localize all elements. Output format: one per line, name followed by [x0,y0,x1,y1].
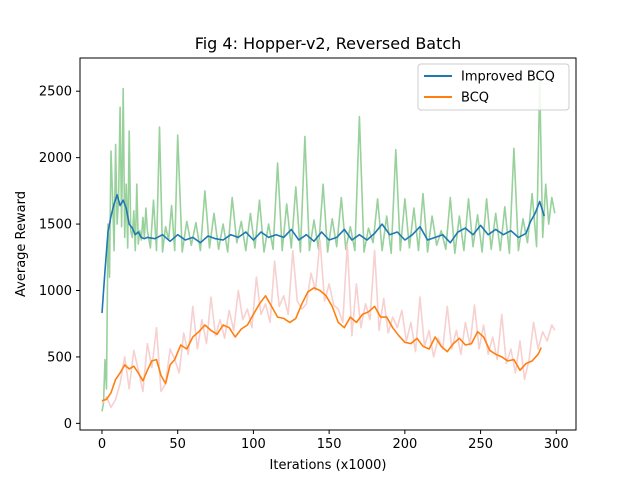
y-tick-label: 1000 [39,284,72,299]
y-axis-ticks: 0 500 1000 1500 2000 2500 [39,85,80,432]
legend-label-improved-bcq: Improved BCQ [461,70,555,85]
plot-frame [79,57,577,431]
chart-title: Fig 4: Hopper-v2, Reversed Batch [195,34,462,53]
y-tick-label: 2000 [39,151,72,166]
legend-box [417,63,570,111]
x-tick-label: 300 [544,437,569,452]
x-tick-label: 200 [392,437,417,452]
series-line-improved-bcq [101,194,545,314]
series-line-bcq [101,286,542,402]
x-tick-label: 100 [241,437,266,452]
y-tick-label: 1500 [39,218,72,233]
y-axis-label: Average Reward [14,191,29,297]
x-axis-label: Iterations (x1000) [270,458,387,473]
legend: Improved BCQ BCQ [417,63,570,111]
raw-lines [101,81,556,412]
smoothed-lines [101,194,545,402]
x-tick-label: 0 [98,437,106,452]
y-tick-label: 2500 [39,85,72,100]
series-line-improved-bcq-raw [101,81,556,412]
series-line-bcq-raw [101,239,556,409]
y-tick-label: 500 [47,350,72,365]
x-tick-label: 250 [468,437,493,452]
legend-label-bcq: BCQ [461,91,489,106]
x-axis-ticks: 0 50 100 150 200 250 300 [98,430,569,452]
y-tick-label: 0 [64,417,72,432]
x-tick-label: 50 [169,437,186,452]
plot-area [79,57,577,431]
x-tick-label: 150 [317,437,342,452]
